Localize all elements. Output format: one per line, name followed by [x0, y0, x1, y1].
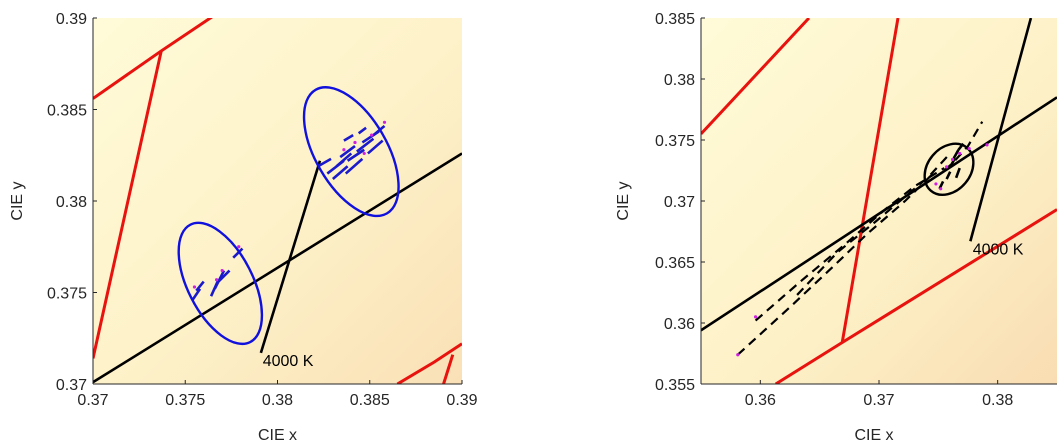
x-tick-label: 0.385: [350, 392, 390, 409]
measurement-point-4: [353, 140, 357, 145]
data-dash-16: [372, 124, 386, 137]
data-dash-11: [344, 157, 364, 175]
macadam-ellipse-1: [302, 86, 400, 218]
x-tick-label: 0.38: [982, 392, 1013, 409]
measurement-point-1: [215, 278, 219, 282]
measurement-point-5: [950, 157, 955, 162]
x-tick-label: 0.38: [262, 392, 293, 409]
y-tick-label: 0.38: [664, 72, 695, 89]
measurement-point-8: [342, 148, 346, 152]
measurement-point-0: [736, 353, 740, 357]
isotherm-line-2: [774, 208, 1057, 384]
measurement-point-3: [939, 187, 943, 191]
y-tick-label: 0.375: [47, 286, 87, 303]
data-dash-4: [217, 269, 231, 283]
isotherm-line-2: [396, 342, 462, 384]
data-dash-9: [335, 152, 353, 168]
plot-background: [93, 18, 462, 384]
data-dash-10: [339, 145, 356, 159]
x-tick-label: 0.36: [745, 392, 776, 409]
measurement-point-6: [382, 120, 387, 124]
data-dash-1: [945, 171, 952, 180]
x-tick-label: 0.375: [165, 392, 205, 409]
y-axis-label: CIE y: [615, 181, 632, 220]
isotherm-line-1: [93, 18, 214, 100]
measurement-point-1: [753, 315, 758, 319]
data-dash-3: [952, 149, 960, 159]
data-dash-15: [367, 139, 384, 155]
dashed-series-0: [737, 173, 934, 356]
measurement-point-3: [237, 245, 241, 249]
x-axis-label: CIE x: [854, 427, 893, 444]
data-dash-6: [317, 157, 332, 168]
isotherm-line-3: [442, 354, 455, 384]
measurement-point-7: [967, 146, 971, 151]
x-tick-label: 0.37: [863, 392, 894, 409]
plot-area: [93, 18, 462, 384]
measurement-point-5: [369, 133, 374, 137]
planckian-locus-line: [93, 152, 462, 384]
x-tick-label: 0.37: [77, 392, 108, 409]
measurement-point-8: [985, 143, 989, 147]
y-tick-label: 0.36: [664, 316, 695, 333]
y-tick-label: 0.37: [56, 377, 87, 394]
data-dash-17: [343, 134, 354, 142]
left-chart-panel: 0.37 0.375 0.38 0.385 0.39 0.37 0.375 0.38 0.385…: [9, 11, 478, 444]
isotherm-line-0: [701, 18, 811, 135]
isotherm-line-0: [93, 50, 163, 359]
plot-background: [701, 18, 1057, 384]
cct-annotation: 4000 K: [973, 242, 1024, 259]
measurement-point-0: [192, 285, 197, 289]
y-tick-label: 0.385: [655, 11, 695, 28]
cct-4000k-line: [259, 160, 322, 354]
y-tick-label: 0.355: [655, 377, 695, 394]
y-tick-label: 0.37: [664, 194, 695, 211]
data-dash-4: [954, 167, 961, 179]
y-tick-label: 0.375: [655, 133, 695, 150]
data-dash-5: [232, 247, 244, 259]
data-dash-8: [331, 165, 349, 181]
y-tick-label: 0.39: [56, 11, 87, 28]
plot-area: [701, 18, 1057, 384]
cct-annotation: 4000 K: [263, 353, 314, 370]
dashed-series-2: [796, 155, 949, 296]
right-chart-panel: 0.36 0.37 0.38 0.355 0.36 0.365 0.37 0.375 0.38 0…: [615, 11, 1057, 444]
x-tick-label: 0.39: [446, 392, 477, 409]
y-tick-label: 0.385: [47, 103, 87, 120]
data-dash-0: [191, 288, 202, 301]
y-tick-label: 0.365: [655, 255, 695, 272]
y-axis-label: CIE y: [9, 181, 26, 220]
data-dash-12: [346, 148, 365, 162]
measurement-point-6: [958, 151, 962, 156]
x-axis-label: CIE x: [258, 427, 297, 444]
measurement-point-2: [220, 268, 224, 273]
data-dash-13: [356, 137, 375, 153]
measurement-point-2: [934, 182, 938, 186]
data-dash-1: [195, 280, 205, 292]
macadam-ellipse-0: [923, 142, 975, 196]
macadam-ellipse-0: [177, 221, 264, 346]
cct-4000k-line: [969, 18, 1033, 242]
y-tick-label: 0.38: [56, 194, 87, 211]
data-dash-18: [357, 126, 367, 135]
isotherm-line-1: [840, 18, 900, 343]
measurement-point-4: [945, 165, 949, 169]
measurement-point-7: [362, 151, 366, 156]
